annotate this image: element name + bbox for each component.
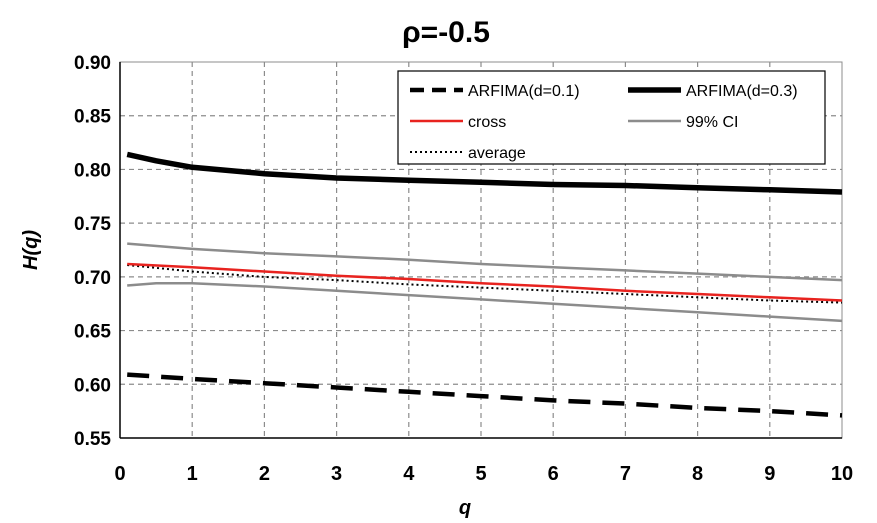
y-tick-label: 0.80	[74, 160, 111, 181]
x-tick-label: 6	[548, 463, 559, 485]
series-line-arfima-d-0-1	[127, 372, 843, 418]
x-tick-label: 7	[620, 463, 631, 485]
x-tick-label: 5	[475, 463, 486, 485]
y-tick-label: 0.75	[74, 214, 111, 235]
x-tick-label: 2	[259, 463, 270, 485]
chart-title: ρ=-0.5	[402, 16, 490, 49]
legend: ARFIMA(d=0.1) ARFIMA(d=0.3) cross 99% CI ave…	[397, 70, 826, 165]
x-tick-label: 8	[692, 463, 703, 485]
y-axis-ticks: 0.55 0.60 0.65 0.70 0.75 0.80 0.85 0.90	[74, 53, 111, 450]
series-line-arfima-d-0-3	[126, 151, 843, 195]
y-tick-label: 0.85	[74, 107, 111, 128]
x-tick-label: 0	[114, 463, 125, 485]
series-line-99-ci	[127, 242, 843, 282]
x-axis-label: q	[459, 497, 471, 519]
legend-label: average	[468, 145, 526, 162]
y-tick-label: 0.65	[74, 322, 111, 343]
grid	[119, 61, 843, 439]
x-axis-ticks: 0 1 2 3 4 5 6 7 8 9 10	[114, 463, 853, 485]
series-line-cross	[127, 262, 843, 302]
x-tick-label: 1	[187, 463, 198, 485]
x-tick-label: 4	[403, 463, 415, 485]
x-tick-label: 9	[764, 463, 775, 485]
y-axis-label: H(q)	[20, 230, 42, 270]
y-tick-label: 0.60	[74, 375, 111, 396]
legend-label: ARFIMA(d=0.1)	[468, 83, 580, 100]
legend-box	[397, 70, 826, 165]
y-tick-label: 0.90	[74, 53, 111, 74]
y-tick-label: 0.55	[74, 429, 111, 450]
legend-label: cross	[468, 114, 506, 131]
legend-label: ARFIMA(d=0.3)	[686, 83, 798, 100]
series-lines	[126, 151, 843, 418]
series-line-average	[127, 264, 843, 304]
series-line-ci-lower	[127, 282, 843, 323]
x-tick-label: 3	[331, 463, 342, 485]
legend-label: 99% CI	[686, 114, 738, 131]
x-tick-label: 10	[831, 463, 853, 485]
y-tick-label: 0.70	[74, 268, 111, 289]
